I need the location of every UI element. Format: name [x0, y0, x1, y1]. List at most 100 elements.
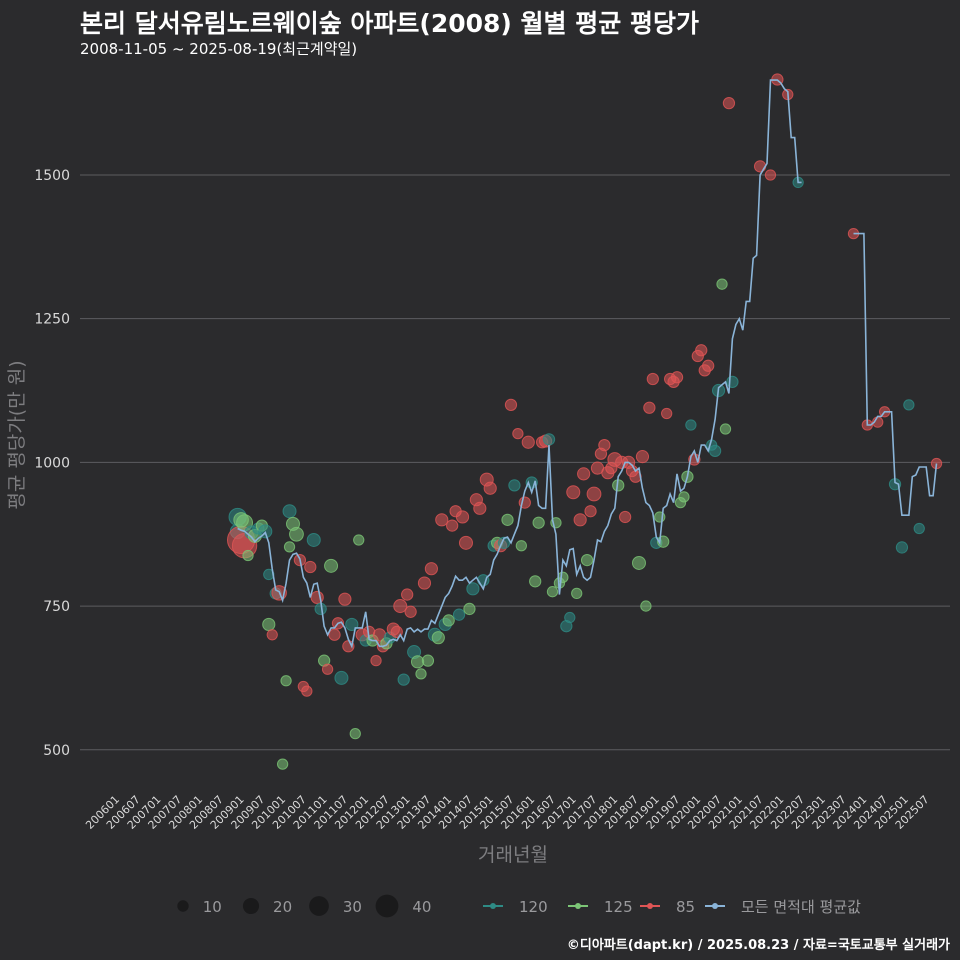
y-tick-label: 750 [43, 599, 70, 615]
data-point-s125 [571, 587, 583, 600]
size-legend-label: 20 [273, 898, 292, 916]
data-point-s85 [646, 372, 659, 386]
data-point-s120 [726, 375, 739, 389]
data-point-s85 [722, 96, 736, 110]
data-point-s85 [404, 605, 417, 618]
data-point-s125 [580, 553, 594, 567]
data-point-s125 [276, 758, 289, 770]
data-point-s85 [643, 401, 656, 414]
data-point-s85 [619, 510, 632, 524]
data-point-s85 [670, 371, 684, 384]
data-point-s125 [631, 555, 646, 570]
data-point-s85 [446, 519, 459, 532]
data-point-s120 [258, 524, 273, 539]
legend-label: 125 [604, 898, 633, 916]
data-point-s125 [640, 600, 652, 612]
data-point-s125 [442, 614, 455, 627]
chart-title: 본리 달서유림노르웨이숲 아파트(2008) 월별 평균 평당가 [80, 9, 699, 38]
data-point-s125 [515, 540, 527, 552]
data-point-s85 [473, 501, 487, 515]
legend-label: 모든 면적대 평균값 [741, 898, 861, 916]
data-point-s125 [415, 668, 427, 680]
size-legend-circle [309, 896, 329, 916]
size-legend-label: 30 [343, 898, 362, 916]
average-line [237, 79, 802, 649]
data-point-s125 [324, 558, 339, 573]
data-point-s125 [283, 541, 296, 553]
y-tick-label: 500 [43, 743, 70, 759]
size-legend-circle [242, 897, 260, 915]
data-point-s85 [598, 438, 611, 452]
legend-swatch-dot [490, 903, 496, 909]
data-point-s85 [521, 435, 535, 449]
data-point-s85 [458, 535, 473, 550]
size-legend-circle [375, 894, 399, 918]
data-point-s85 [321, 663, 334, 675]
legend-label: 120 [519, 898, 548, 916]
data-point-s120 [334, 670, 349, 685]
data-point-s120 [564, 611, 576, 624]
data-point-s85 [566, 485, 581, 500]
data-point-s120 [306, 532, 321, 547]
data-point-s125 [431, 631, 445, 645]
data-point-s85 [504, 398, 518, 412]
y-tick-label: 1500 [34, 168, 70, 184]
data-point-s120 [397, 673, 410, 686]
data-point-s125 [242, 549, 254, 562]
data-point-s85 [301, 685, 313, 697]
data-point-s85 [417, 576, 432, 590]
data-point-s85 [401, 588, 414, 601]
legend-swatch-dot [647, 903, 653, 909]
size-legend-label: 10 [203, 898, 222, 916]
data-point-s125 [532, 516, 545, 529]
data-point-s120 [345, 617, 359, 632]
data-point-s125 [280, 675, 292, 687]
data-point-s125 [501, 513, 514, 526]
data-point-s85 [304, 560, 317, 574]
data-point-s85 [266, 629, 278, 641]
data-point-s125 [529, 575, 542, 588]
data-point-s125 [262, 617, 276, 632]
chart-subtitle: 2008-11-05 ~ 2025-08-19(최근계약일) [80, 40, 358, 58]
data-point-s85 [370, 655, 382, 667]
data-point-s85 [584, 505, 597, 518]
average-line [853, 232, 938, 517]
data-point-s85 [573, 513, 587, 527]
data-point-s125 [410, 655, 425, 669]
data-point-s125 [716, 278, 728, 290]
data-point-s120 [895, 541, 909, 554]
data-point-s85 [695, 344, 708, 357]
data-point-s125 [719, 423, 732, 435]
data-point-s85 [586, 486, 602, 502]
y-tick-label: 1000 [34, 455, 70, 471]
data-point-s85 [483, 481, 497, 495]
data-point-s125 [349, 728, 361, 740]
data-point-s125 [546, 586, 559, 598]
data-point-s85 [424, 562, 438, 576]
data-point-s85 [512, 427, 524, 440]
data-point-s85 [435, 513, 449, 527]
data-point-s120 [903, 399, 915, 411]
data-point-s120 [708, 444, 722, 457]
data-point-s120 [466, 582, 480, 596]
data-point-s120 [452, 608, 466, 621]
data-point-s120 [542, 433, 556, 446]
data-point-s85 [661, 407, 673, 420]
x-axis-title: 거래년월 [478, 844, 548, 866]
size-legend-label: 40 [412, 898, 431, 916]
series-legend: 120 125 85 모든 면적대 평균값 [483, 898, 861, 916]
source-credit: ©디아파트(dapt.kr) / 2025.08.23 / 자료=국토교통부 실… [566, 938, 950, 953]
data-point-s125 [353, 534, 365, 546]
data-point-s120 [685, 419, 697, 431]
data-point-s85 [328, 628, 341, 641]
data-point-s125 [421, 654, 435, 667]
legend-swatch-dot [712, 903, 718, 909]
data-point-s125 [463, 602, 476, 616]
data-point-s85 [764, 169, 777, 181]
data-point-s125 [678, 491, 690, 503]
data-point-s120 [508, 479, 521, 492]
legend-label: 85 [676, 898, 695, 916]
y-tick-label: 1250 [34, 312, 70, 328]
